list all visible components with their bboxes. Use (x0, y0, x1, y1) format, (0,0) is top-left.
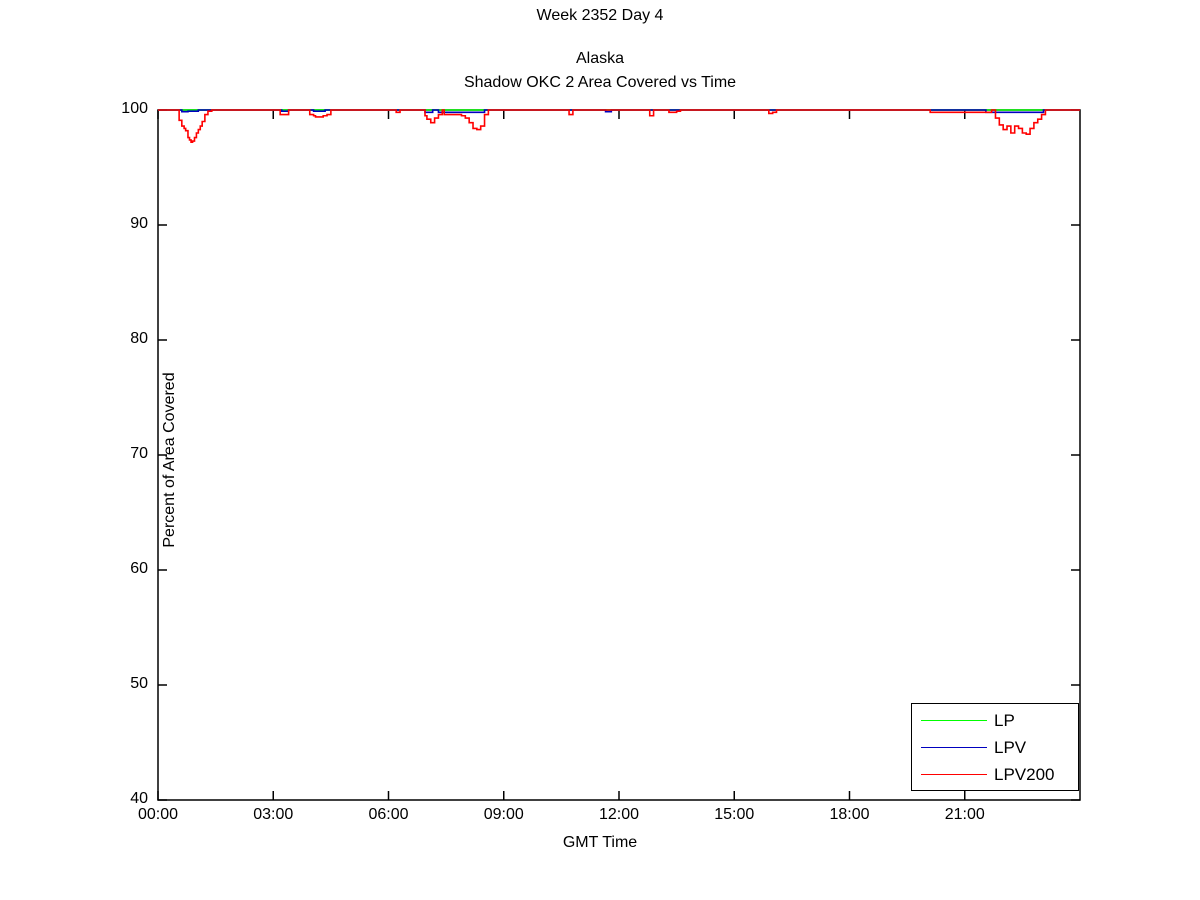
x-tick-label: 00:00 (137, 806, 179, 823)
y-tick-label: 50 (130, 675, 148, 692)
legend-swatch-lpv200-icon (921, 774, 987, 775)
y-tick-label: 70 (130, 445, 148, 462)
y-tick-label: 90 (130, 215, 148, 232)
legend-item-lpv[interactable]: LPV (912, 735, 1080, 761)
x-tick-label: 03:00 (253, 806, 294, 823)
data-series-group (158, 109, 1080, 143)
y-tick-label: 60 (130, 560, 148, 577)
y-tick-label: 100 (121, 100, 148, 117)
legend-swatch-lpv-icon (921, 747, 987, 748)
legend-item-lpv200[interactable]: LPV200 (912, 762, 1080, 788)
y-axis-ticks (158, 109, 1080, 801)
chart-title-line-1: Alaska (575, 50, 625, 67)
x-tick-label: 06:00 (368, 806, 409, 823)
x-axis-ticks (157, 110, 966, 800)
y-tick-label: 80 (130, 330, 148, 347)
x-tick-label: 12:00 (598, 806, 640, 823)
y-tick-label: 40 (130, 790, 148, 807)
chart-title-line-2: Shadow OKC 2 Area Covered vs Time (463, 74, 737, 91)
x-axis-label: GMT Time (562, 834, 638, 851)
x-tick-label: 18:00 (829, 806, 870, 823)
legend-item-lp[interactable]: LP (912, 708, 1080, 734)
chart-legend[interactable]: LP LPV LPV200 (911, 703, 1079, 791)
legend-label: LPV (994, 738, 1027, 757)
x-tick-label: 09:00 (483, 806, 524, 823)
legend-label: LPV200 (994, 765, 1055, 784)
figure-suptitle: Week 2352 Day 4 (536, 7, 664, 24)
legend-swatch-lp-icon (921, 720, 987, 721)
x-tick-label: 21:00 (944, 806, 985, 823)
axis-frame (157, 109, 1081, 801)
legend-label: LP (994, 711, 1015, 730)
x-tick-label: 15:00 (714, 806, 755, 823)
series-line-lpv200 (158, 109, 1080, 143)
